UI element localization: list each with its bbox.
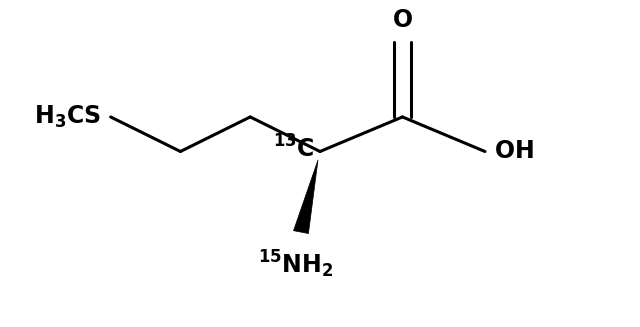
Text: $\mathbf{^{15}NH_2}$: $\mathbf{^{15}NH_2}$ bbox=[258, 248, 334, 280]
Text: $\mathbf{^{13}C}$: $\mathbf{^{13}C}$ bbox=[273, 135, 315, 162]
Text: $\mathbf{OH}$: $\mathbf{OH}$ bbox=[495, 140, 534, 164]
Polygon shape bbox=[294, 160, 318, 233]
Text: $\mathbf{H_3CS}$: $\mathbf{H_3CS}$ bbox=[34, 104, 101, 130]
Text: $\mathbf{O}$: $\mathbf{O}$ bbox=[392, 8, 413, 32]
